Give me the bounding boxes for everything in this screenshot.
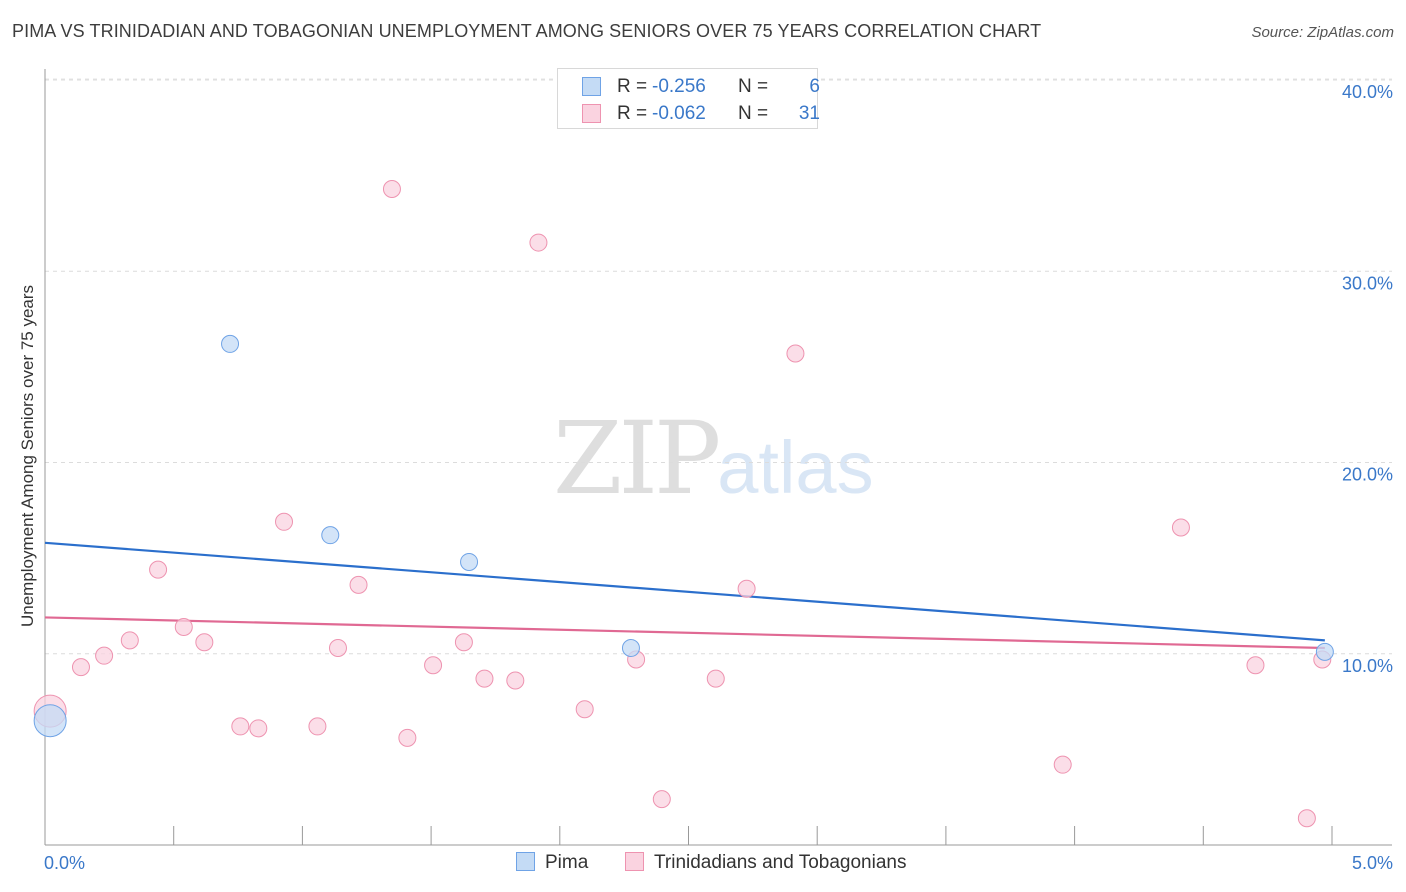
trini-swatch xyxy=(582,104,601,123)
trini-point xyxy=(454,633,473,652)
pima-swatch xyxy=(582,77,601,96)
trini-point xyxy=(149,560,168,579)
trini-point xyxy=(737,579,756,598)
trini-point xyxy=(786,344,805,363)
trini-point xyxy=(706,669,725,688)
legend-trini-swatch xyxy=(625,852,644,871)
trini-point xyxy=(275,512,294,531)
trini-point xyxy=(71,658,90,677)
trini-trend-line xyxy=(44,616,1325,650)
x-tick-label-max: 5.0% xyxy=(1352,853,1393,873)
trini-point xyxy=(424,656,443,675)
trini-point xyxy=(95,646,114,665)
pima-point xyxy=(460,552,479,571)
watermark-atlas: atlas xyxy=(717,426,874,509)
pima-point xyxy=(221,334,240,353)
trini-point xyxy=(1297,809,1316,828)
legend-trini-label: Trinidadians and Tobagonians xyxy=(654,852,907,873)
trini-point xyxy=(382,180,401,199)
source-credit: Source: ZipAtlas.com xyxy=(1251,24,1394,41)
legend-item-pima: Pima xyxy=(516,852,588,876)
pima-point xyxy=(33,704,67,738)
trini-point xyxy=(328,639,347,658)
trini-point xyxy=(249,719,268,738)
trini-point xyxy=(308,717,327,736)
data-points xyxy=(33,180,1334,828)
trini-point xyxy=(120,631,139,650)
grid-lines xyxy=(45,78,1392,655)
y-tick-label: 20.0% xyxy=(1342,465,1393,485)
y-tick-label: 30.0% xyxy=(1342,273,1393,293)
trini-point xyxy=(174,617,193,636)
tick-labels: 10.0% 20.0% 30.0% 40.0% 0.0% 5.0% xyxy=(44,82,1393,873)
y-axis-label: Unemployment Among Seniors over 75 years xyxy=(18,284,37,628)
legend-pima-swatch xyxy=(516,852,535,871)
y-tick-label: 10.0% xyxy=(1342,656,1393,676)
pima-point xyxy=(1315,642,1334,661)
pima-trend-line xyxy=(44,541,1325,642)
stats-legend: R = -0.256 N = 6 R = -0.062 N = 31 xyxy=(557,68,820,129)
trini-point xyxy=(652,790,671,809)
trini-point xyxy=(349,575,368,594)
n-label: N = xyxy=(738,76,769,97)
pima-point xyxy=(321,526,340,545)
watermark-zip: ZIP xyxy=(553,400,721,517)
r-label: R = xyxy=(617,103,648,124)
trini-point xyxy=(1053,755,1072,774)
trini-point xyxy=(195,633,214,652)
legend-item-trini: Trinidadians and Tobagonians xyxy=(625,852,906,876)
trini-point xyxy=(398,728,417,747)
pima-n-value: 6 xyxy=(809,76,820,97)
pima-point xyxy=(621,639,640,658)
y-tick-label: 40.0% xyxy=(1342,82,1393,102)
watermark-logo: ZIPatlas xyxy=(553,400,874,517)
trini-point xyxy=(575,700,594,719)
x-tick-label-min: 0.0% xyxy=(44,853,85,873)
trini-point xyxy=(529,233,548,252)
trini-point xyxy=(1246,656,1265,675)
n-label: N = xyxy=(738,103,769,124)
pima-r-value: -0.256 xyxy=(652,76,706,97)
legend-pima-label: Pima xyxy=(545,852,589,873)
trini-point xyxy=(475,669,494,688)
r-label: R = xyxy=(617,76,648,97)
chart-title: PIMA VS TRINIDADIAN AND TOBAGONIAN UNEMP… xyxy=(12,21,1042,41)
trend-lines xyxy=(44,541,1325,650)
trini-point xyxy=(506,671,525,690)
trini-point xyxy=(231,717,250,736)
trini-r-value: -0.062 xyxy=(652,103,706,124)
trini-n-value: 31 xyxy=(798,103,820,124)
trini-point xyxy=(1171,518,1190,537)
